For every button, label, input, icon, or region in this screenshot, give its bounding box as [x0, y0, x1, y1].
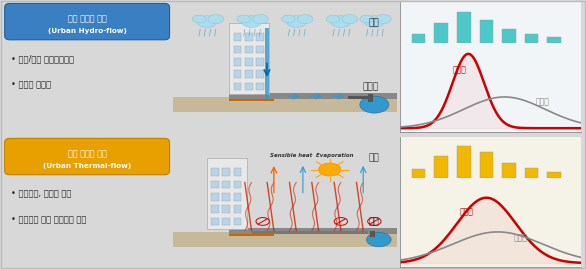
Bar [502, 164, 516, 178]
Text: • 열섬현상, 열대야 발생: • 열섬현상, 열대야 발생 [11, 190, 71, 199]
Circle shape [364, 16, 384, 27]
Bar [367, 94, 373, 102]
Bar [173, 97, 397, 112]
Circle shape [237, 15, 250, 23]
Circle shape [326, 15, 340, 23]
Bar [234, 33, 241, 41]
Bar [434, 23, 448, 43]
Bar [370, 231, 376, 237]
Bar [223, 180, 230, 188]
Text: 강우: 강우 [368, 18, 379, 27]
Circle shape [241, 16, 261, 27]
Bar [212, 205, 219, 213]
Bar [229, 228, 397, 234]
Text: (Urban Thermal-flow): (Urban Thermal-flow) [43, 163, 131, 169]
Text: 개발전: 개발전 [513, 234, 527, 243]
Bar [502, 29, 516, 43]
Bar [234, 83, 241, 90]
Bar [212, 218, 219, 225]
Text: 일사: 일사 [368, 153, 379, 162]
Circle shape [367, 232, 391, 247]
Circle shape [376, 15, 391, 24]
Bar [256, 83, 264, 90]
Text: 도시 물순환 측면: 도시 물순환 측면 [68, 15, 107, 23]
Bar [412, 34, 425, 43]
Circle shape [282, 15, 295, 23]
Text: (Urban Hydro-flow): (Urban Hydro-flow) [47, 28, 127, 34]
FancyBboxPatch shape [5, 3, 169, 40]
Circle shape [342, 15, 357, 24]
Bar [412, 169, 425, 178]
Bar [479, 20, 493, 43]
Circle shape [360, 96, 389, 113]
Bar [229, 23, 270, 94]
Text: • 열섬현상 인한 냉방부하 증가: • 열섬현상 인한 냉방부하 증가 [11, 216, 87, 225]
Bar [434, 156, 448, 178]
Circle shape [253, 15, 268, 24]
Circle shape [360, 15, 373, 23]
Text: 온도: 온도 [368, 218, 379, 227]
Bar [245, 83, 253, 90]
Bar [212, 168, 219, 176]
Bar [525, 168, 539, 178]
Bar [234, 218, 241, 225]
Bar [525, 34, 539, 43]
Circle shape [192, 15, 206, 23]
Bar [347, 96, 370, 99]
Bar [245, 33, 253, 41]
Bar [234, 180, 241, 188]
Circle shape [286, 16, 306, 27]
Text: 시간: 시간 [562, 139, 572, 148]
Circle shape [208, 15, 224, 24]
Bar [479, 152, 493, 178]
Bar [234, 46, 241, 54]
FancyBboxPatch shape [5, 138, 169, 175]
Bar [256, 33, 264, 41]
Bar [256, 70, 264, 78]
Bar [234, 205, 241, 213]
Bar [457, 146, 471, 178]
Circle shape [197, 16, 217, 27]
Bar [223, 168, 230, 176]
Bar [265, 28, 269, 100]
Bar [229, 99, 274, 101]
Bar [256, 46, 264, 54]
Circle shape [319, 163, 341, 176]
Bar [234, 168, 241, 176]
Bar [223, 205, 230, 213]
Text: • 홍수/가뭄 지하수위저하: • 홍수/가뭄 지하수위저하 [11, 55, 74, 64]
Bar [234, 58, 241, 66]
Bar [173, 232, 397, 247]
Bar [256, 58, 264, 66]
Circle shape [331, 16, 351, 27]
Bar [234, 70, 241, 78]
Bar [457, 12, 471, 43]
Bar [212, 180, 219, 188]
Text: Sensible heat  Evaporation: Sensible heat Evaporation [270, 153, 353, 158]
Text: 개발전: 개발전 [536, 97, 550, 107]
Bar [245, 46, 253, 54]
Circle shape [297, 15, 313, 24]
Text: 개발후: 개발후 [459, 208, 473, 217]
Bar [234, 193, 241, 201]
Bar [229, 93, 397, 100]
Bar [223, 218, 230, 225]
Bar [547, 37, 561, 43]
Text: • 하천의 건천화: • 하천의 건천화 [11, 81, 52, 90]
Bar [251, 231, 367, 234]
Bar [245, 58, 253, 66]
Bar [223, 193, 230, 201]
Text: 도시 열순환 측면: 도시 열순환 측면 [68, 150, 107, 158]
Text: 개발후: 개발후 [452, 65, 466, 75]
Bar [245, 70, 253, 78]
Bar [212, 193, 219, 201]
Text: 유출량: 유출량 [363, 83, 379, 92]
Bar [229, 234, 274, 236]
Bar [207, 158, 247, 229]
Bar [547, 172, 561, 178]
